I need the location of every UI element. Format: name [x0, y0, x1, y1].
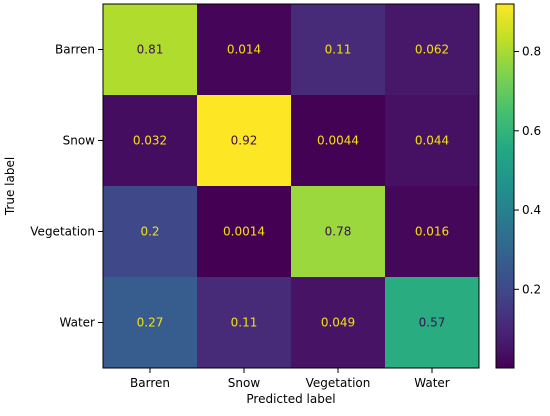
y-axis-ticks: Barren Snow Vegetation Water [30, 43, 103, 330]
heatmap-cell [103, 4, 198, 96]
cell-value-label: 0.016 [415, 225, 449, 239]
y-tick-label: Vegetation [30, 225, 95, 239]
cell-value-label: 0.2 [140, 225, 159, 239]
cell-value-label: 0.11 [231, 316, 258, 330]
y-axis-label: True label [3, 157, 17, 216]
heatmap-cell [385, 186, 480, 278]
y-tick-label: Barren [55, 43, 95, 57]
x-tick-label: Water [414, 376, 450, 390]
heatmap-cell [291, 186, 386, 278]
x-axis-ticks: Barren Snow Vegetation Water [130, 368, 450, 390]
heatmap-cell [103, 277, 198, 369]
cell-value-label: 0.27 [137, 316, 164, 330]
x-tick-label: Snow [228, 376, 261, 390]
heatmap-cell [291, 4, 386, 96]
cell-value-label: 0.11 [325, 43, 352, 57]
cell-value-label: 0.81 [137, 43, 164, 57]
colorbar-tick-label: 0.4 [522, 203, 541, 217]
heatmap-cell [291, 277, 386, 369]
heatmap-cell [385, 4, 480, 96]
heatmap-cell [197, 4, 292, 96]
plot-frame [102, 3, 480, 369]
y-tick-label: Snow [63, 134, 96, 148]
colorbar-tick-label: 0.6 [522, 124, 541, 138]
cell-value-label: 0.062 [415, 43, 449, 57]
cell-value-label: 0.78 [325, 225, 352, 239]
heatmap-cell [385, 277, 480, 369]
cell-value-label: 0.57 [419, 316, 446, 330]
cell-value-label: 0.92 [231, 134, 258, 148]
cell-value-label: 0.0014 [223, 225, 265, 239]
colorbar [495, 3, 515, 369]
y-tick-label: Water [60, 316, 96, 330]
cell-value-label: 0.032 [133, 134, 167, 148]
heatmap-cell-labels: 0.81 0.014 0.11 0.062 0.032 0.92 0.0044 0.044 0.… [133, 43, 449, 330]
heatmap-cell [197, 95, 292, 187]
heatmap-cells [103, 4, 480, 369]
x-axis-label: Predicted label [246, 392, 335, 406]
x-tick-label: Vegetation [306, 376, 371, 390]
heatmap-cell [103, 95, 198, 187]
cell-value-label: 0.0044 [317, 134, 359, 148]
colorbar-tick-label: 0.8 [522, 45, 541, 59]
colorbar-ticks: 0.2 0.4 0.6 0.8 [514, 45, 541, 296]
x-tick-label: Barren [130, 376, 170, 390]
heatmap-cell [291, 95, 386, 187]
heatmap-cell [385, 95, 480, 187]
heatmap-cell [197, 277, 292, 369]
cell-value-label: 0.044 [415, 134, 449, 148]
cell-value-label: 0.049 [321, 316, 355, 330]
heatmap-cell [103, 186, 198, 278]
colorbar-tick-label: 0.2 [522, 282, 541, 296]
heatmap-cell [197, 186, 292, 278]
cell-value-label: 0.014 [227, 43, 261, 57]
